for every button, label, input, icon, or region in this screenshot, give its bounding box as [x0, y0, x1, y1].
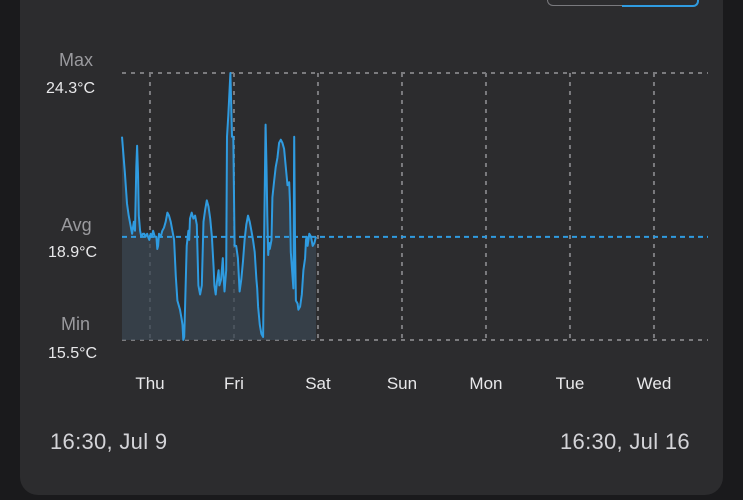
x-tick-tue: Tue	[555, 374, 585, 393]
range-selector[interactable]	[547, 0, 699, 7]
end-timestamp: 16:30, Jul 16	[560, 429, 690, 454]
x-tick-wed: Wed	[636, 374, 672, 393]
range-option-inactive[interactable]	[547, 0, 622, 6]
avg-value: 18.9°C	[48, 244, 98, 261]
max-label: Max	[59, 50, 94, 70]
x-tick-thu: Thu	[135, 374, 165, 393]
temperature-area	[122, 73, 316, 340]
min-label: Min	[61, 314, 91, 334]
x-tick-sat: Sat	[305, 374, 331, 393]
avg-label: Avg	[61, 215, 92, 235]
min-value: 15.5°C	[48, 345, 98, 362]
x-tick-sun: Sun	[386, 374, 418, 393]
x-tick-mon: Mon	[469, 374, 503, 393]
start-timestamp: 16:30, Jul 9	[50, 429, 168, 454]
max-value: 24.3°C	[46, 80, 96, 97]
range-option-active[interactable]	[622, 0, 699, 7]
x-tick-fri: Fri	[224, 374, 244, 393]
temperature-line	[121, 72, 317, 341]
